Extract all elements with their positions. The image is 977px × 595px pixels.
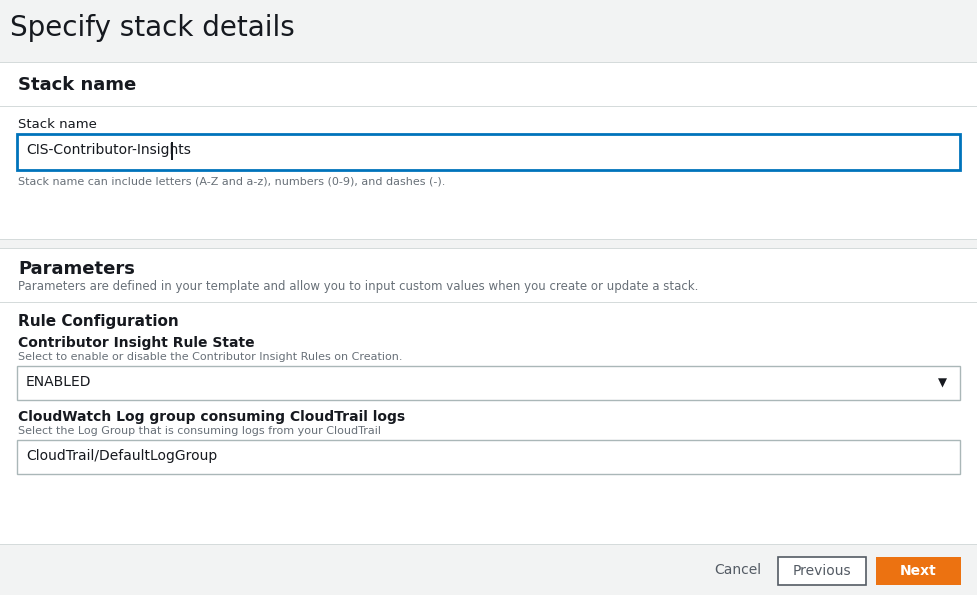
Text: Previous: Previous: [792, 564, 851, 578]
Bar: [0, 249, 977, 544]
Bar: [17, 134, 960, 170]
Bar: [0, 63, 977, 240]
Bar: [0, 302, 977, 303]
Bar: [17, 440, 960, 474]
Text: ENABLED: ENABLED: [26, 375, 92, 389]
Text: Select the Log Group that is consuming logs from your CloudTrail: Select the Log Group that is consuming l…: [18, 426, 381, 436]
Bar: [171, 142, 173, 160]
Text: Next: Next: [900, 564, 937, 578]
Text: Select to enable or disable the Contributor Insight Rules on Creation.: Select to enable or disable the Contribu…: [18, 352, 403, 362]
Bar: [17, 366, 960, 400]
Text: Cancel: Cancel: [714, 563, 761, 577]
Text: CloudTrail/DefaultLogGroup: CloudTrail/DefaultLogGroup: [26, 449, 217, 463]
Bar: [0, 545, 977, 595]
Bar: [0, 240, 977, 248]
Bar: [0, 239, 977, 240]
Bar: [0, 0, 977, 62]
Bar: [0, 544, 977, 545]
Text: Stack name can include letters (A-Z and a-z), numbers (0-9), and dashes (-).: Stack name can include letters (A-Z and …: [18, 177, 446, 187]
Text: Parameters: Parameters: [18, 260, 135, 278]
Bar: [778, 557, 866, 585]
Bar: [0, 248, 977, 249]
Text: Rule Configuration: Rule Configuration: [18, 314, 179, 329]
Text: ▼: ▼: [938, 377, 947, 390]
Text: Stack name: Stack name: [18, 76, 136, 94]
Text: Contributor Insight Rule State: Contributor Insight Rule State: [18, 336, 255, 350]
Text: Stack name: Stack name: [18, 118, 97, 131]
Text: CloudWatch Log group consuming CloudTrail logs: CloudWatch Log group consuming CloudTrai…: [18, 410, 405, 424]
Text: Parameters are defined in your template and allow you to input custom values whe: Parameters are defined in your template …: [18, 280, 699, 293]
Bar: [0, 106, 977, 107]
Text: CIS-Contributor-Insights: CIS-Contributor-Insights: [26, 143, 191, 157]
Bar: [876, 557, 961, 585]
Text: Specify stack details: Specify stack details: [10, 14, 295, 42]
Bar: [0, 62, 977, 63]
